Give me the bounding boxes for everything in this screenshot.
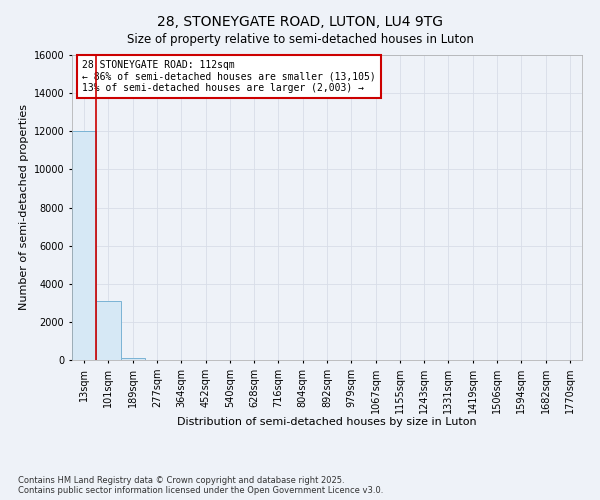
X-axis label: Distribution of semi-detached houses by size in Luton: Distribution of semi-detached houses by …	[177, 418, 477, 428]
Text: Contains HM Land Registry data © Crown copyright and database right 2025.
Contai: Contains HM Land Registry data © Crown c…	[18, 476, 383, 495]
Bar	[72, 131, 96, 360]
Bar	[96, 301, 121, 360]
Text: 28 STONEYGATE ROAD: 112sqm
← 86% of semi-detached houses are smaller (13,105)
13: 28 STONEYGATE ROAD: 112sqm ← 86% of semi…	[82, 60, 376, 93]
Text: 28, STONEYGATE ROAD, LUTON, LU4 9TG: 28, STONEYGATE ROAD, LUTON, LU4 9TG	[157, 15, 443, 29]
Bar	[121, 358, 145, 360]
Y-axis label: Number of semi-detached properties: Number of semi-detached properties	[19, 104, 29, 310]
Text: Size of property relative to semi-detached houses in Luton: Size of property relative to semi-detach…	[127, 32, 473, 46]
